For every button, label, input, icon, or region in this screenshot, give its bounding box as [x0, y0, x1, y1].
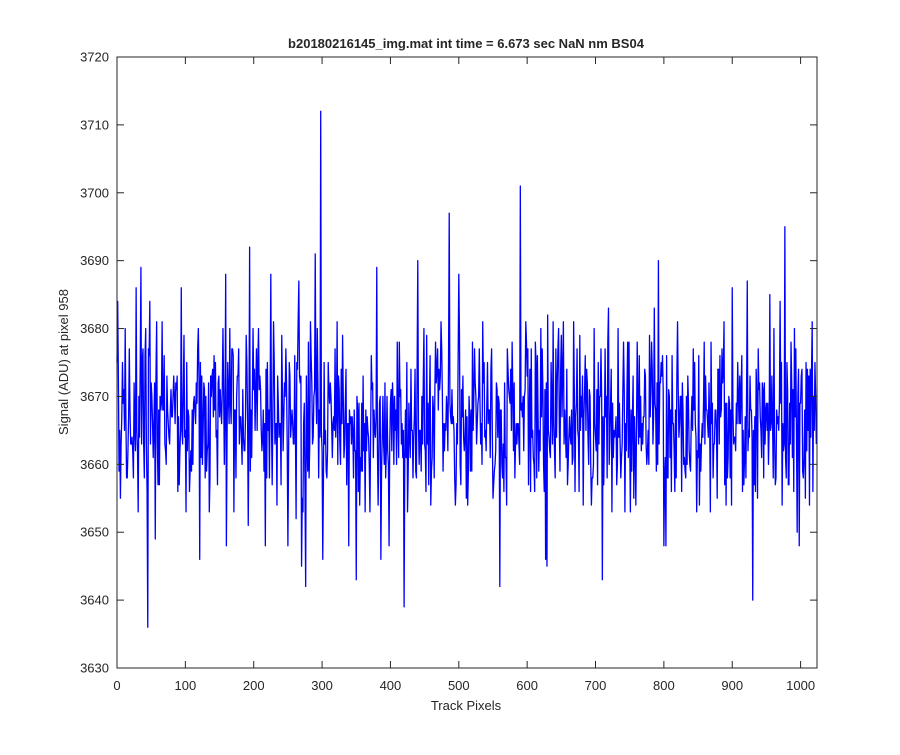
y-tick-label: 3630 [80, 661, 109, 676]
x-tick-label: 700 [585, 678, 607, 693]
x-axis-label: Track Pixels [431, 698, 502, 713]
y-tick-label: 3660 [80, 457, 109, 472]
y-tick-label: 3700 [80, 185, 109, 200]
y-tick-label: 3650 [80, 525, 109, 540]
series-group [116, 110, 817, 628]
y-tick-label: 3680 [80, 321, 109, 336]
x-tick-label: 200 [243, 678, 265, 693]
x-tick-label: 0 [113, 678, 120, 693]
y-tick-label: 3670 [80, 389, 109, 404]
x-axis: 0 100 200 300 400 500 600 700 800 900 1000 [113, 57, 815, 693]
y-axis-label: Signal (ADU) at pixel 958 [56, 289, 71, 435]
y-axis: 3630 3640 3650 3660 3670 3680 3690 3700 3710 3720 [80, 50, 817, 676]
y-tick-label: 3710 [80, 117, 109, 132]
y-tick-label: 3690 [80, 253, 109, 268]
x-tick-label: 300 [311, 678, 333, 693]
x-tick-label: 800 [653, 678, 675, 693]
signal-series-line [116, 110, 817, 628]
x-tick-label: 400 [380, 678, 402, 693]
y-tick-label: 3640 [80, 593, 109, 608]
x-tick-label: 500 [448, 678, 470, 693]
y-tick-label: 3720 [80, 50, 109, 65]
x-tick-label: 600 [516, 678, 538, 693]
chart-title: b20180216145_img.mat int time = 6.673 se… [288, 36, 645, 51]
axes-box [116, 56, 818, 669]
x-tick-label: 100 [175, 678, 197, 693]
x-tick-label: 900 [721, 678, 743, 693]
x-tick-label: 1000 [786, 678, 815, 693]
